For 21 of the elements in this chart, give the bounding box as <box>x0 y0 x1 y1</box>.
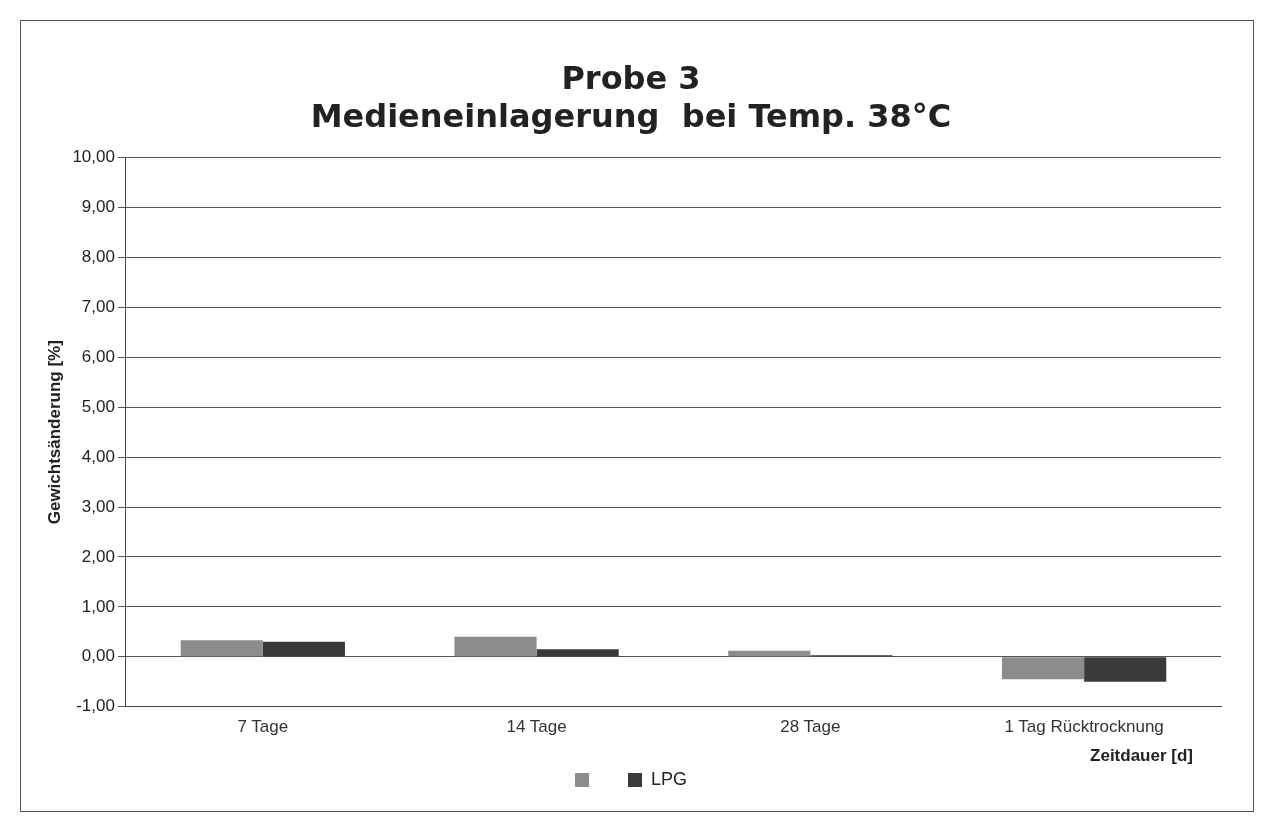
y-tick-label: 5,00 <box>81 396 115 416</box>
y-tick-label: 2,00 <box>81 546 115 566</box>
chart-title: Probe 3 <box>561 58 701 97</box>
y-tick-label: 10,00 <box>72 147 115 167</box>
y-tick-label: 3,00 <box>81 496 115 516</box>
y-tick-label: 1,00 <box>81 596 115 616</box>
x-tick-label: 14 Tage <box>506 717 567 737</box>
y-tick-label: 7,00 <box>81 297 115 317</box>
y-tick-label: -1,00 <box>76 696 115 716</box>
y-tick-label: 4,00 <box>81 446 115 466</box>
y-tick-label: 9,00 <box>81 197 115 217</box>
y-axis-title: Gewichtsänderung [%] <box>44 340 64 525</box>
y-tick-label: 0,00 <box>81 646 115 666</box>
chart-subtitle: Medieneinlagerung bei Temp. 38°C <box>310 96 952 135</box>
x-axis-title: Zeitdauer [d] <box>1090 746 1193 766</box>
y-tick-label: 8,00 <box>81 247 115 267</box>
y-tick-label: 6,00 <box>81 347 115 367</box>
legend-label: LPG <box>650 768 688 789</box>
x-tick-label: 1 Tag Rücktrocknung <box>1004 717 1164 737</box>
x-tick-label: 28 Tage <box>780 717 841 737</box>
x-tick-label: 7 Tage <box>237 717 289 737</box>
